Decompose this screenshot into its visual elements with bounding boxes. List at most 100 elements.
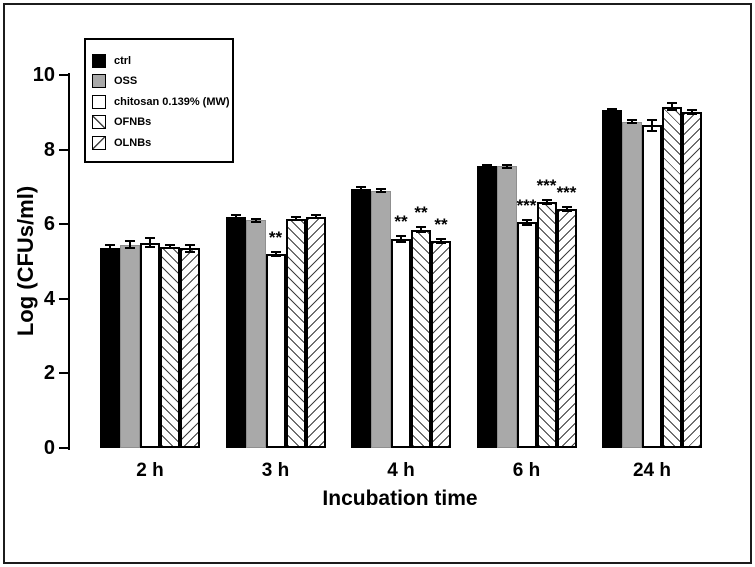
error-bar: [234, 215, 237, 219]
y-tick-label: 8: [43, 138, 55, 161]
error-bar-cap-bottom: [541, 202, 552, 205]
error-bar: [505, 164, 508, 168]
error-bar-cap-bottom: [270, 254, 281, 257]
error-bar-cap-bottom: [416, 231, 426, 234]
error-bar-cap-top: [250, 217, 261, 220]
error-bar-cap-top: [145, 237, 155, 240]
bar-ctrl-2h: [100, 248, 120, 448]
error-bar-cap-top: [627, 118, 637, 121]
error-bar-cap-top: [667, 101, 677, 104]
bar-chitosan-0-139-mw--3h: [265, 254, 286, 448]
error-bar: [294, 217, 297, 221]
bar-ofnbs-4h: [411, 229, 431, 448]
error-bar-cap-bottom: [521, 223, 532, 226]
error-bar-cap-top: [521, 218, 532, 221]
error-bar-cap-bottom: [501, 166, 512, 169]
error-bar-cap-top: [687, 109, 697, 112]
error-bar: [420, 227, 422, 233]
error-bar-cap-bottom: [376, 191, 386, 194]
error-bar: [671, 102, 673, 111]
y-tick-label: 4: [43, 287, 55, 310]
bar-chitosan-0-139-mw--4h: [391, 239, 411, 448]
bar-olnbs-6h: [556, 209, 577, 448]
error-bar-cap-bottom: [436, 241, 446, 244]
error-bar: [360, 186, 362, 191]
y-axis-line: [68, 73, 70, 450]
bar-olnbs-24h: [682, 112, 702, 448]
x-axis-title: Incubation time: [322, 487, 478, 510]
error-bar-cap-top: [647, 118, 657, 121]
legend-label: OLNBs: [114, 136, 152, 149]
legend-label: OFNBs: [114, 116, 152, 128]
error-bar-cap-bottom: [627, 122, 637, 125]
bar-olnbs-3h: [305, 216, 326, 448]
error-bar-cap-bottom: [105, 250, 115, 253]
error-bar: [651, 119, 653, 131]
legend-item-oss: OSS: [92, 74, 228, 89]
legend-swatch-white: [92, 94, 106, 109]
y-tick: [59, 372, 68, 375]
legend-swatch-hatch-back: [92, 135, 106, 150]
error-bar-cap-bottom: [356, 189, 366, 192]
error-bar-cap-top: [310, 214, 321, 217]
bar-olnbs-2h: [180, 248, 200, 448]
legend-label: ctrl: [114, 54, 132, 67]
x-tick-label: 2 h: [136, 460, 164, 481]
error-bar-cap-top: [541, 198, 552, 201]
error-bar: [149, 238, 151, 248]
error-bar-cap-top: [416, 226, 426, 229]
error-bar: [565, 207, 568, 212]
bar-ofnbs-3h: [285, 218, 306, 448]
y-tick-label: 6: [43, 213, 55, 236]
error-bar-cap-bottom: [647, 129, 657, 132]
error-bar-cap-top: [436, 238, 446, 241]
error-bar-cap-top: [270, 251, 281, 254]
y-tick-label: 10: [32, 64, 55, 86]
bar-oss-2h: [120, 244, 140, 448]
error-bar-cap-bottom: [687, 113, 697, 116]
error-bar-cap-bottom: [290, 219, 301, 222]
error-bar-cap-bottom: [310, 217, 321, 220]
error-bar-cap-bottom: [607, 111, 617, 114]
error-bar-cap-bottom: [561, 210, 572, 213]
error-bar: [631, 119, 633, 124]
y-tick: [59, 447, 68, 449]
error-bar-cap-bottom: [165, 247, 175, 250]
bar-olnbs-4h: [431, 240, 451, 448]
error-bar: [545, 199, 548, 204]
error-bar-cap-bottom: [230, 217, 241, 220]
x-tick-label: 6 h: [512, 460, 541, 481]
error-bar: [314, 215, 317, 219]
error-bar-cap-bottom: [667, 109, 677, 112]
y-axis-title: Log (CFUs/ml): [13, 185, 38, 337]
bar-chitosan-0-139-mw--6h: [516, 222, 537, 448]
error-bar: [380, 189, 382, 193]
error-bar-cap-top: [396, 235, 406, 238]
error-bar-cap-bottom: [396, 241, 406, 244]
y-tick: [59, 74, 68, 76]
error-bar: [274, 252, 277, 256]
significance-marker: **: [414, 203, 428, 223]
error-bar-cap-top: [376, 188, 386, 191]
y-tick: [59, 223, 68, 226]
error-bar-cap-top: [230, 214, 241, 217]
legend-swatch-hatch-fwd: [92, 115, 106, 129]
legend-label: chitosan 0.139% (MW): [114, 95, 230, 108]
error-bar: [611, 108, 613, 113]
x-tick-label: 24 h: [632, 460, 672, 481]
bar-chitosan-0-139-mw--24h: [642, 125, 662, 448]
error-bar: [485, 164, 488, 168]
bar-ctrl-3h: [225, 216, 246, 448]
error-bar: [189, 244, 191, 253]
error-bar: [400, 236, 402, 243]
error-bar-cap-top: [125, 239, 135, 242]
legend-item-olnbs: OLNBs: [92, 135, 228, 150]
error-bar-cap-top: [185, 243, 195, 246]
error-bar-cap-top: [165, 243, 175, 246]
legend-item-chitosan-0-139-mw-: chitosan 0.139% (MW): [92, 94, 230, 109]
error-bar-cap-top: [561, 206, 572, 209]
error-bar-cap-top: [105, 244, 115, 247]
legend-item-ofnbs: OFNBs: [92, 115, 228, 130]
error-bar-cap-top: [607, 107, 617, 110]
